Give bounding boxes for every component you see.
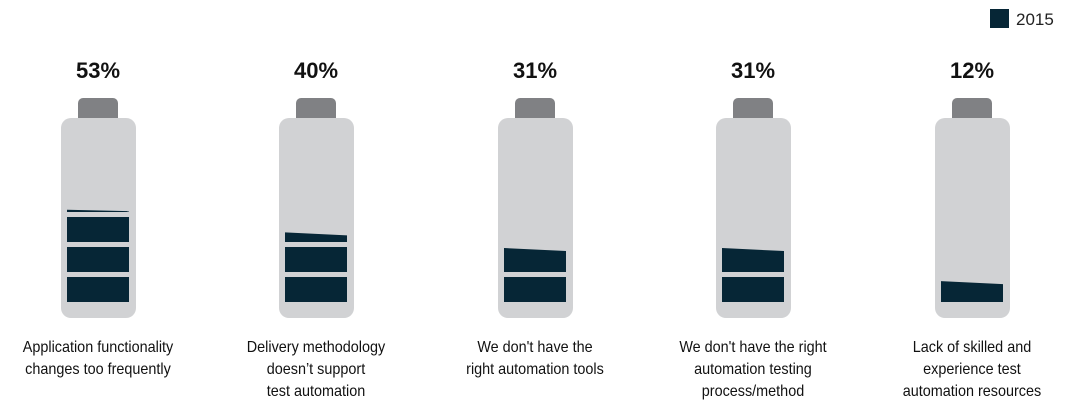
- legend-swatch-2015: [990, 9, 1009, 28]
- category-label: doesn’t support: [267, 360, 366, 378]
- fill-segment: [504, 277, 566, 302]
- data-label: 40%: [294, 58, 338, 83]
- battery-cap: [952, 98, 992, 124]
- category-label: automation testing: [694, 360, 812, 378]
- fill-segment: [722, 277, 784, 302]
- fill-segment-partial: [504, 248, 566, 272]
- battery-cap: [733, 98, 773, 124]
- battery-cap: [78, 98, 118, 124]
- battery-cap: [515, 98, 555, 124]
- data-label: 31%: [513, 58, 557, 83]
- battery-cap: [296, 98, 336, 124]
- data-label: 12%: [950, 58, 994, 83]
- category-label: test automation: [267, 382, 365, 400]
- battery-1: 53% Application functionality changes too …: [23, 58, 174, 378]
- data-label: 31%: [731, 58, 775, 83]
- legend: 2015: [990, 9, 1054, 29]
- fill-segment: [67, 247, 129, 272]
- battery-4: 31% We don't have the right automation tes…: [679, 58, 827, 400]
- fill-segment: [285, 277, 347, 302]
- battery-5: 12% Lack of skilled and experience test aut…: [903, 58, 1042, 400]
- category-label: changes too frequently: [25, 360, 171, 378]
- battery-2: 40% Delivery methodology doesn’t support te…: [247, 58, 386, 400]
- category-label: Application functionality: [23, 338, 174, 356]
- fill-segment: [67, 217, 129, 242]
- fill-segment: [285, 247, 347, 272]
- category-label: experience test: [923, 360, 1021, 378]
- fill-segment-partial: [285, 232, 347, 242]
- category-label: automation resources: [903, 382, 1042, 400]
- category-label: right automation tools: [466, 360, 604, 378]
- battery-body: [935, 118, 1010, 318]
- battery-3: 31% We don't have the right automation too…: [466, 58, 604, 378]
- fill-segment: [67, 277, 129, 302]
- category-label: process/method: [702, 382, 804, 400]
- fill-segment-partial: [67, 209, 129, 212]
- category-label: Lack of skilled and: [913, 338, 1031, 356]
- fill-segment-partial: [941, 281, 1003, 302]
- category-label: Delivery methodology: [247, 338, 386, 356]
- legend-label-2015: 2015: [1016, 10, 1054, 29]
- data-label: 53%: [76, 58, 120, 83]
- category-label: We don't have the right: [679, 338, 827, 356]
- category-label: We don't have the: [477, 338, 592, 356]
- fill-segment-partial: [722, 248, 784, 272]
